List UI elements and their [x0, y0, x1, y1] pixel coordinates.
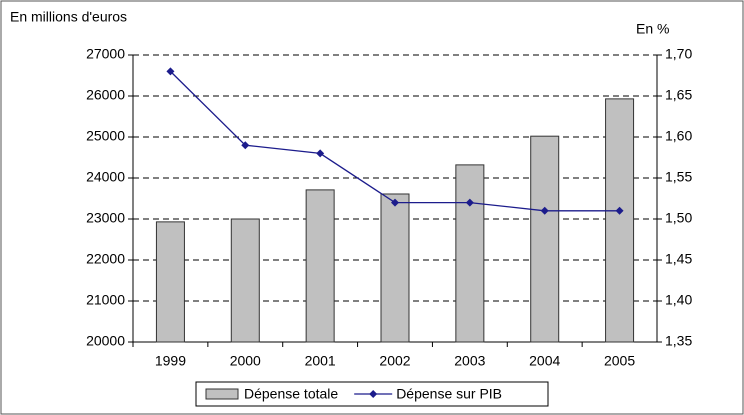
y2-tick-label: 1,55	[665, 169, 692, 185]
y-tick-label: 20000	[86, 333, 125, 349]
marker	[391, 198, 399, 207]
bar	[380, 193, 410, 343]
bar	[605, 98, 635, 343]
marker	[615, 206, 624, 215]
y-tick-label: 25000	[86, 128, 125, 144]
legend-marker	[369, 390, 378, 398]
bar	[230, 218, 260, 343]
y2-tick-label: 1,35	[665, 333, 692, 349]
x-tick-label: 2002	[379, 353, 410, 369]
bar	[455, 164, 485, 343]
marker	[465, 198, 474, 207]
x-tick-label: 1999	[155, 353, 186, 369]
x-tick-label: 2004	[529, 353, 560, 369]
marker	[166, 67, 175, 76]
bar	[305, 189, 335, 343]
y-tick-label: 24000	[86, 169, 125, 185]
x-tick-label: 2005	[604, 353, 635, 369]
legend-label: Dépense totale	[244, 386, 338, 402]
bar	[155, 221, 185, 343]
y2-tick-label: 1,45	[665, 251, 692, 267]
marker	[540, 206, 549, 215]
marker	[241, 141, 250, 150]
y-tick-label: 21000	[86, 292, 125, 308]
x-tick-label: 2001	[305, 353, 336, 369]
y-axis-title: En millions d'euros	[10, 9, 127, 25]
y2-tick-label: 1,50	[665, 210, 692, 226]
y-tick-label: 26000	[86, 87, 125, 103]
x-tick-label: 2003	[454, 353, 485, 369]
y2-tick-label: 1,60	[665, 128, 692, 144]
marker	[316, 149, 325, 158]
legend-swatch	[205, 388, 239, 400]
y-tick-label: 27000	[86, 46, 125, 62]
y-tick-label: 22000	[86, 251, 125, 267]
y2-axis-title: En %	[636, 21, 669, 37]
y2-tick-label: 1,70	[665, 46, 692, 62]
y2-tick-label: 1,65	[665, 87, 692, 103]
y2-tick-label: 1,40	[665, 292, 692, 308]
bar	[530, 135, 560, 343]
x-tick-label: 2000	[230, 353, 261, 369]
y-tick-label: 23000	[86, 210, 125, 226]
legend-label: Dépense sur PIB	[396, 386, 502, 402]
